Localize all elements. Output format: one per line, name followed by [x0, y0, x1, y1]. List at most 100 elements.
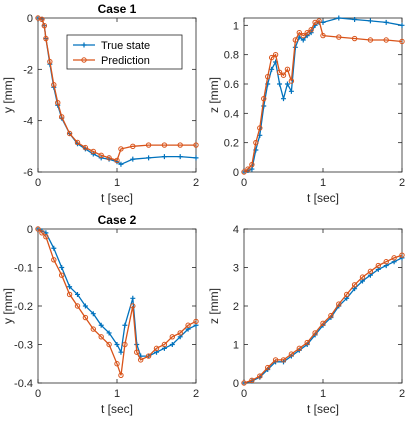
data-point-prediction [261, 95, 267, 102]
y-tick-label: 0 [233, 167, 239, 179]
data-point-prediction [74, 303, 81, 309]
data-point-prediction [312, 330, 318, 336]
data-point-true-state [284, 81, 290, 87]
y-tick-label: 1 [233, 20, 239, 32]
y-tick-label: -6 [23, 167, 33, 179]
data-point-true-state [281, 96, 286, 102]
data-point-prediction [288, 78, 295, 84]
data-point-true-state [336, 15, 342, 21]
data-point-prediction [292, 37, 299, 43]
data-point-true-state [59, 265, 65, 270]
x-tick-label: 0 [241, 177, 247, 189]
x-tick-label: 0 [35, 388, 41, 400]
data-point-prediction [82, 144, 89, 151]
data-point-true-state [352, 16, 358, 22]
data-point-prediction [118, 372, 124, 378]
data-point-true-state [399, 22, 405, 28]
plot-area-4 [243, 228, 403, 384]
data-point-prediction [265, 73, 271, 80]
x-axis-label: t [sec] [307, 402, 339, 416]
y-tick-label: 1 [233, 340, 239, 352]
data-point-true-state [367, 18, 373, 24]
data-point-prediction [241, 380, 247, 386]
data-point-prediction [367, 37, 374, 43]
x-tick-label: 2 [193, 177, 199, 189]
data-point-prediction [316, 18, 322, 24]
data-point-prediction [268, 54, 275, 61]
legend [66, 34, 183, 70]
data-point-prediction [257, 125, 263, 131]
y-tick-label: 0.2 [224, 138, 239, 150]
plot-area-2 [243, 17, 403, 173]
data-point-prediction [41, 23, 48, 29]
data-point-prediction [383, 259, 389, 265]
data-point-prediction [161, 341, 168, 348]
data-point-prediction [66, 291, 73, 298]
data-point-true-state [114, 342, 120, 347]
data-point-prediction [359, 274, 366, 280]
data-point-prediction [35, 226, 41, 232]
data-point-prediction [106, 155, 112, 161]
x-tick-label: 0 [35, 177, 41, 189]
data-point-prediction [43, 35, 49, 42]
data-point-prediction [98, 152, 104, 159]
y-tick-label: 0.4 [224, 108, 239, 120]
data-point-true-state [277, 81, 283, 87]
series-line-prediction [243, 254, 403, 384]
y-tick-label: -0.1 [14, 263, 33, 275]
y-axis-label: y [mm] [1, 288, 15, 324]
data-point-prediction [39, 230, 45, 236]
data-point-prediction [74, 139, 81, 146]
data-point-prediction [66, 130, 73, 137]
data-point-prediction [296, 345, 302, 352]
data-point-true-state [51, 245, 57, 251]
data-point-true-state [67, 284, 73, 290]
data-point-prediction [304, 339, 310, 346]
data-point-prediction [272, 357, 279, 363]
data-point-prediction [130, 303, 136, 309]
y-axis-label: y [mm] [1, 77, 15, 113]
data-point-true-state [118, 349, 124, 355]
series-line-prediction [37, 17, 196, 162]
data-point-true-state [288, 88, 294, 94]
data-point-prediction [90, 326, 97, 332]
data-point-prediction [114, 157, 120, 164]
data-point-prediction [114, 361, 120, 367]
y-tick-label: -2 [23, 64, 33, 76]
x-tick-label: 1 [320, 388, 326, 400]
data-point-prediction [51, 257, 57, 263]
series-line-prediction [243, 20, 403, 173]
data-point-prediction [280, 357, 287, 363]
y-tick-label: 4 [233, 224, 239, 236]
data-point-true-state [161, 154, 167, 160]
x-tick-label: 1 [114, 177, 120, 189]
data-point-prediction [193, 318, 199, 325]
data-point-true-state [130, 295, 136, 301]
legend-marker-prediction [81, 57, 87, 63]
data-point-prediction [308, 27, 314, 33]
y-tick-label: 0.6 [224, 79, 239, 91]
x-tick-label: 2 [399, 177, 405, 189]
x-tick-label: 2 [193, 388, 199, 400]
data-point-prediction [59, 114, 65, 120]
data-point-prediction [296, 29, 302, 36]
data-point-prediction [320, 32, 326, 39]
y-tick-label: -4 [23, 116, 33, 128]
data-point-prediction [153, 345, 160, 352]
data-point-true-state [169, 342, 175, 347]
data-point-prediction [51, 82, 57, 88]
series-line-true-state [37, 228, 197, 357]
x-tick-label: 2 [399, 388, 405, 400]
data-point-prediction [249, 161, 255, 168]
data-point-prediction [288, 351, 295, 357]
data-point-prediction [249, 377, 255, 384]
chart-title: Case 1 [98, 2, 137, 16]
data-point-true-state [90, 311, 96, 317]
x-tick-label: 1 [114, 388, 120, 400]
data-point-prediction [265, 364, 271, 371]
x-tick-label: 0 [241, 388, 247, 400]
data-point-prediction [193, 142, 199, 148]
data-point-true-state [177, 154, 183, 160]
